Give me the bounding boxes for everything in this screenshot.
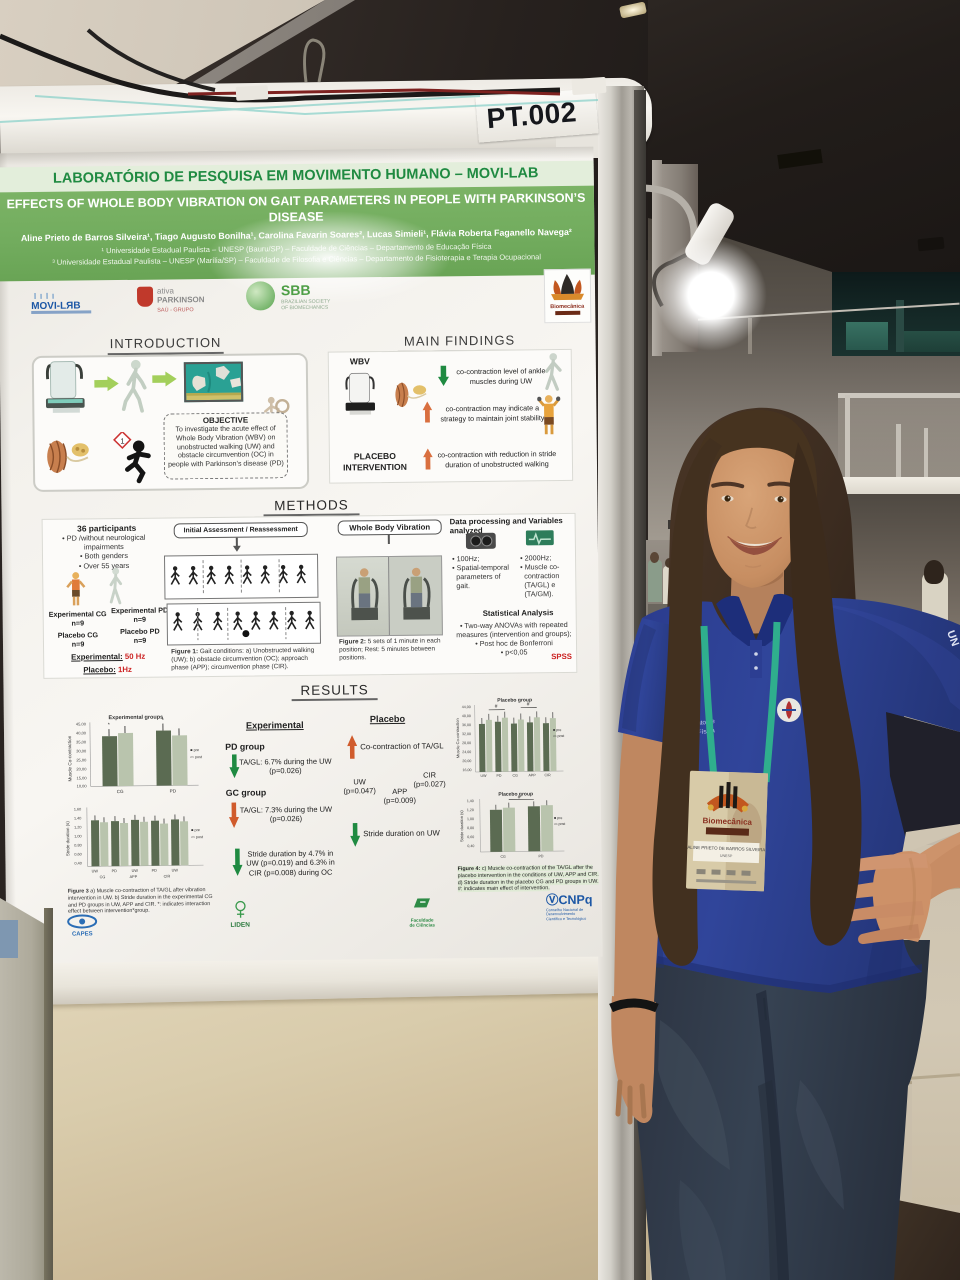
svg-text:36,00: 36,00 [462,723,471,727]
svg-text:*: * [162,718,164,724]
svg-text:1,60: 1,60 [74,807,81,811]
svg-text:25,00: 25,00 [76,757,87,762]
svg-text:1,20: 1,20 [467,808,474,812]
svg-text:UN: UN [944,629,960,648]
svg-text:0,60: 0,60 [467,835,474,839]
svg-text:▭ post: ▭ post [553,734,564,738]
svg-text:1: 1 [120,437,124,446]
svg-text:#: # [518,795,521,801]
svg-text:1,40: 1,40 [467,799,474,803]
svg-text:20,00: 20,00 [462,759,471,763]
svg-text:0,80: 0,80 [467,826,474,830]
svg-text:Muscle Co-contraction: Muscle Co-contraction [455,718,460,758]
svg-text:45,00: 45,00 [76,721,87,726]
svg-text:CG: CG [500,855,506,859]
svg-text:UW: UW [172,868,179,872]
svg-text:44,00: 44,00 [462,705,471,709]
svg-text:#: # [527,701,530,707]
svg-text:0,40: 0,40 [74,861,81,865]
svg-text:APP: APP [130,875,138,879]
svg-text:35,00: 35,00 [76,739,87,744]
svg-text:40,00: 40,00 [462,714,471,718]
svg-text:PD: PD [496,774,501,778]
svg-text:▭ post: ▭ post [191,835,204,839]
svg-text:Stride duration (s): Stride duration (s) [459,810,464,843]
svg-text:CG: CG [117,789,124,794]
svg-text:■ pre: ■ pre [553,728,561,732]
svg-text:40,00: 40,00 [76,730,87,735]
svg-text:PD: PD [538,854,543,858]
svg-text:UW: UW [92,869,99,873]
svg-text:#: # [495,704,498,710]
svg-text:Experimental groups: Experimental groups [108,715,163,722]
svg-text:■ pre: ■ pre [191,828,200,832]
svg-text:1,00: 1,00 [467,817,474,821]
svg-text:PD: PD [112,869,118,873]
svg-text:PD: PD [152,869,158,873]
svg-text:10,00: 10,00 [77,783,88,788]
svg-text:Biomecânica: Biomecânica [702,816,752,827]
svg-text:UW: UW [132,869,139,873]
svg-text:PD: PD [170,788,177,793]
svg-text:Placebo group: Placebo group [498,791,533,797]
svg-text:APP: APP [528,773,536,777]
svg-text:28,00: 28,00 [462,741,471,745]
svg-text:1,20: 1,20 [74,825,81,829]
svg-text:20,00: 20,00 [76,766,87,771]
svg-text:1,00: 1,00 [74,834,81,838]
svg-text:■ pre: ■ pre [554,816,562,820]
svg-text:30,00: 30,00 [76,748,87,753]
svg-text:▭ post: ▭ post [190,755,203,759]
svg-text:0,60: 0,60 [74,852,81,856]
svg-text:Placebo group: Placebo group [497,697,532,703]
svg-text:16,00: 16,00 [462,768,471,772]
svg-text:32,00: 32,00 [462,732,471,736]
svg-text:■ pre: ■ pre [190,748,199,752]
svg-text:UNESP: UNESP [720,854,733,858]
svg-text:▭ post: ▭ post [554,822,565,826]
svg-text:Muscle Co-contraction: Muscle Co-contraction [67,735,73,781]
svg-text:ALINE PRIETO DE BARROS SILVEIR: ALINE PRIETO DE BARROS SILVEIRA [687,845,765,853]
svg-text:0,80: 0,80 [74,843,81,847]
svg-text:24,00: 24,00 [462,750,471,754]
svg-text:15,00: 15,00 [76,775,87,780]
svg-text:CIR: CIR [164,874,171,878]
svg-text:MOVI-LЯB: MOVI-LЯB [31,300,81,312]
svg-text:Stride duration (s): Stride duration (s) [65,821,70,856]
svg-text:*: * [108,722,110,728]
svg-text:CIR: CIR [544,773,551,777]
svg-text:0,40: 0,40 [467,844,474,848]
svg-text:Biomecânica: Biomecânica [550,304,585,310]
svg-text:CG: CG [100,875,106,879]
svg-text:UW: UW [480,774,487,778]
svg-text:CG: CG [512,774,518,778]
svg-text:1,40: 1,40 [74,816,81,820]
